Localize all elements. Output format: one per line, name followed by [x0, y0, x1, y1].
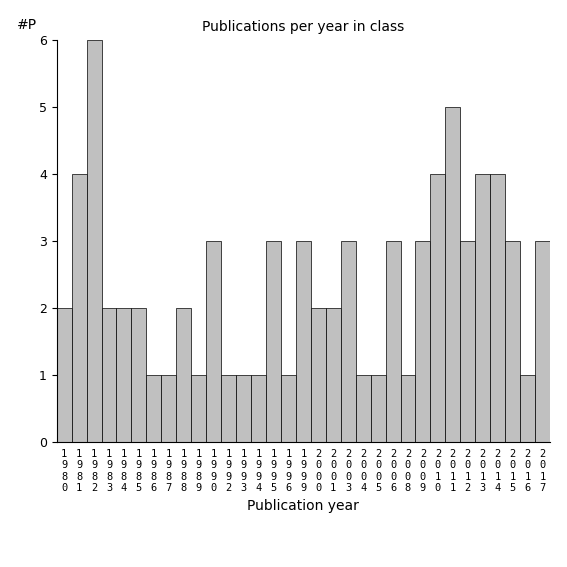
Bar: [535, 241, 550, 442]
Bar: [146, 375, 162, 442]
Bar: [430, 174, 445, 442]
Bar: [296, 241, 311, 442]
Bar: [371, 375, 386, 442]
Bar: [341, 241, 356, 442]
Bar: [386, 241, 400, 442]
Bar: [251, 375, 266, 442]
Bar: [400, 375, 416, 442]
Bar: [101, 308, 116, 442]
Text: #P: #P: [17, 18, 37, 32]
Bar: [162, 375, 176, 442]
Bar: [87, 40, 101, 442]
Bar: [505, 241, 520, 442]
Bar: [475, 174, 490, 442]
Bar: [490, 174, 505, 442]
Bar: [176, 308, 191, 442]
Bar: [311, 308, 326, 442]
Bar: [281, 375, 296, 442]
Bar: [206, 241, 221, 442]
Bar: [57, 308, 71, 442]
Bar: [356, 375, 371, 442]
Bar: [71, 174, 87, 442]
Title: Publications per year in class: Publications per year in class: [202, 20, 404, 35]
Bar: [520, 375, 535, 442]
X-axis label: Publication year: Publication year: [247, 499, 359, 513]
Bar: [116, 308, 132, 442]
Bar: [236, 375, 251, 442]
Bar: [460, 241, 475, 442]
Bar: [326, 308, 341, 442]
Bar: [416, 241, 430, 442]
Bar: [132, 308, 146, 442]
Bar: [221, 375, 236, 442]
Bar: [266, 241, 281, 442]
Bar: [445, 107, 460, 442]
Bar: [191, 375, 206, 442]
